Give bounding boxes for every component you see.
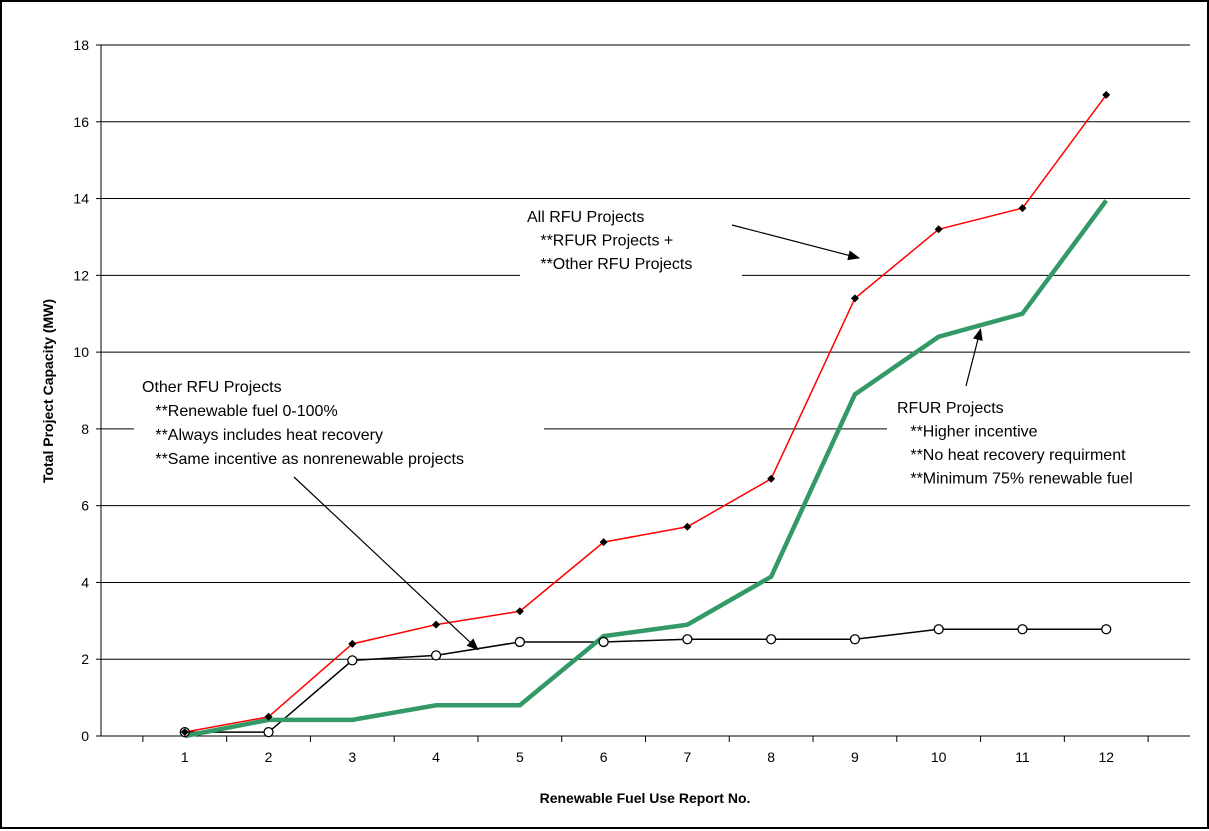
x-tick-label: 12	[1098, 749, 1114, 765]
data-point-all	[767, 474, 776, 483]
data-point-other	[933, 624, 944, 635]
data-point-other	[849, 634, 861, 645]
annotation-arrow-other	[293, 476, 479, 651]
annotation-other-line: **Renewable fuel 0-100%	[142, 403, 338, 420]
x-tick-label: 1	[181, 749, 189, 765]
data-point-all	[264, 712, 273, 721]
y-tick-label: 16	[73, 114, 89, 130]
y-tick-label: 12	[73, 267, 89, 283]
y-tick-label: 4	[81, 574, 89, 590]
data-point-other	[1101, 624, 1112, 635]
data-point-other	[514, 636, 525, 648]
annotations: All RFU Projects **RFUR Projects + **Oth…	[134, 200, 1191, 651]
data-point-other	[766, 634, 777, 645]
series	[179, 90, 1112, 739]
annotation-rfur-line: **Higher incentive	[897, 424, 1038, 441]
x-tick-label: 7	[683, 749, 691, 765]
annotation-all-line: **RFUR Projects +	[527, 233, 673, 250]
data-point-other	[598, 636, 609, 648]
data-point-all	[348, 639, 357, 648]
annotation-rfur-line: **Minimum 75% renewable fuel	[897, 471, 1133, 488]
data-point-other	[263, 727, 274, 738]
data-point-other	[1017, 624, 1028, 635]
x-axis-title: Renewable Fuel Use Report No.	[540, 790, 751, 806]
series-line-all	[184, 94, 1107, 733]
annotation-arrow-all	[731, 224, 861, 261]
y-tick-label: 18	[73, 37, 89, 53]
annotation-rfur-line: **No heat recovery requirment	[897, 447, 1126, 464]
x-tick-label: 3	[348, 749, 356, 765]
data-point-all	[432, 620, 441, 629]
annotation-all-line: **Other RFU Projects	[527, 256, 692, 273]
x-tick-label: 6	[600, 749, 608, 765]
data-point-all	[599, 538, 608, 547]
annotation-background	[134, 370, 544, 478]
x-tick-label: 10	[931, 749, 947, 765]
x-tick-label: 8	[767, 749, 775, 765]
x-tick-label: 11	[1015, 749, 1030, 765]
annotation-all-line: All RFU Projects	[527, 209, 644, 226]
data-point-all	[1018, 204, 1027, 213]
annotation-background	[520, 200, 742, 286]
data-point-other	[682, 634, 693, 645]
annotation-rfur-line: RFUR Projects	[897, 400, 1004, 417]
y-tick-label: 2	[81, 651, 89, 667]
y-tick-label: 0	[81, 728, 89, 744]
data-point-all	[180, 728, 189, 737]
data-point-other	[430, 650, 442, 661]
x-tick-label: 4	[432, 749, 440, 765]
x-tick-label: 9	[851, 749, 859, 765]
series-line-rfur	[184, 199, 1109, 739]
annotation-background	[887, 391, 1191, 499]
y-tick-label: 14	[73, 191, 89, 207]
data-point-other	[347, 655, 358, 666]
annotation-other-line: Other RFU Projects	[142, 379, 282, 396]
x-tick-label: 5	[516, 749, 524, 765]
gridlines	[101, 44, 1190, 660]
data-point-all	[1102, 90, 1111, 99]
annotation-other-line: **Always includes heat recovery	[142, 427, 383, 444]
y-tick-label: 6	[81, 498, 89, 514]
data-point-all	[934, 225, 943, 234]
series-line-other	[184, 628, 1107, 733]
y-axis-title: Total Project Capacity (MW)	[40, 299, 56, 483]
data-point-all	[515, 607, 524, 616]
data-point-all	[683, 522, 692, 531]
data-point-all	[850, 294, 859, 303]
x-tick-label: 2	[265, 749, 273, 765]
annotation-other-line: **Same incentive as nonrenewable project…	[142, 451, 464, 468]
annotation-arrow-rfur	[965, 328, 983, 387]
y-tick-label: 10	[73, 344, 89, 360]
y-tick-label: 8	[81, 421, 89, 437]
